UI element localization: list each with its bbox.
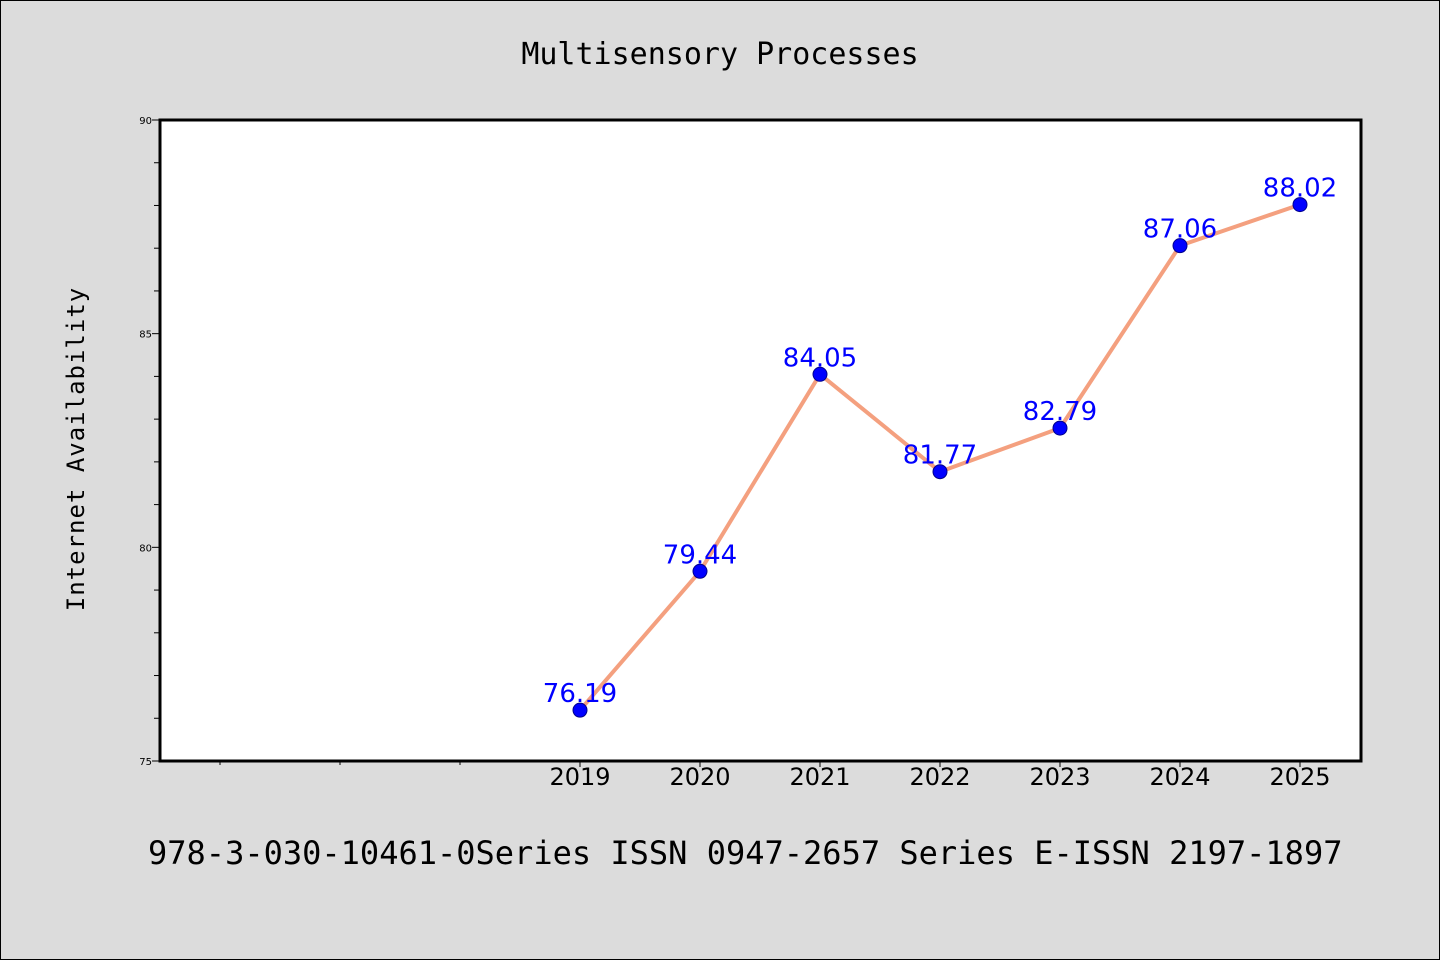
x-tick-label: 2020 xyxy=(669,763,730,791)
data-label: 87.06 xyxy=(1143,215,1217,245)
data-point xyxy=(1052,420,1068,436)
y-axis-label: Internet Availability xyxy=(62,287,90,611)
data-point xyxy=(1172,238,1188,254)
series-layer: 76.19 79.44 84.05 81.77 82.79 87.06 88.02 xyxy=(543,174,1337,718)
x-tick-label: 2023 xyxy=(1029,763,1090,791)
data-label: 79.44 xyxy=(663,540,737,570)
x-tick-label: 2024 xyxy=(1149,763,1210,791)
data-label: 82.79 xyxy=(1023,397,1097,427)
data-label: 88.02 xyxy=(1263,174,1337,204)
data-point xyxy=(932,464,948,480)
data-label: 76.19 xyxy=(543,679,617,709)
y-tick-label: 75 xyxy=(139,757,152,768)
y-tick-label: 90 xyxy=(139,116,152,127)
footer-text: 978-3-030-10461-0Series ISSN 0947-2657 S… xyxy=(148,834,1342,872)
x-tick-label: 2025 xyxy=(1269,763,1330,791)
data-label: 84.05 xyxy=(783,343,857,373)
y-axis-ticks: 75 80 85 90 xyxy=(139,116,160,768)
x-tick-label: 2021 xyxy=(789,763,850,791)
x-tick-label: 2022 xyxy=(909,763,970,791)
x-axis-ticks: 2019 2020 2021 2022 2023 2024 2025 xyxy=(219,761,1331,791)
x-tick-label: 2019 xyxy=(549,763,610,791)
data-point xyxy=(1292,197,1308,213)
y-tick-label: 80 xyxy=(139,543,152,554)
data-point xyxy=(812,366,828,382)
data-point xyxy=(572,702,588,718)
plot-area xyxy=(158,118,1363,763)
y-tick-label: 85 xyxy=(139,330,152,341)
data-point xyxy=(692,563,708,579)
chart-title: Multisensory Processes xyxy=(521,37,918,72)
data-label: 81.77 xyxy=(903,441,977,471)
